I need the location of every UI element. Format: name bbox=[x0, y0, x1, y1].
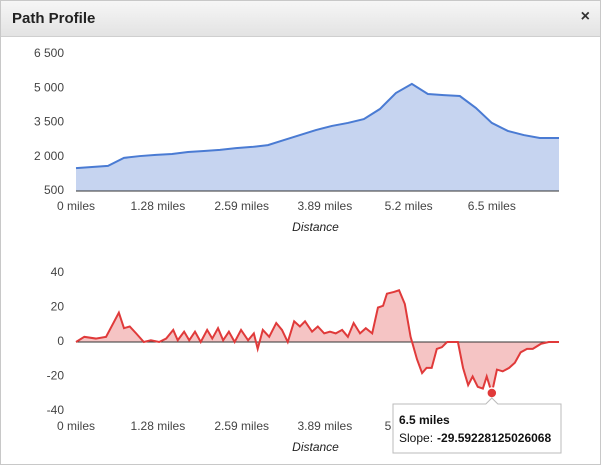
y-tick-label: 2 000 bbox=[34, 149, 64, 163]
x-axis-title: Distance bbox=[292, 440, 339, 454]
y-tick-label: -40 bbox=[47, 403, 65, 417]
x-tick-label: 1.28 miles bbox=[131, 199, 186, 213]
x-tick-label: 1.28 miles bbox=[131, 419, 186, 433]
y-tick-label: 3 500 bbox=[34, 115, 64, 129]
x-tick-label: 6.5 miles bbox=[468, 199, 516, 213]
y-tick-label: 20 bbox=[51, 300, 65, 314]
y-tick-label: 500 bbox=[44, 183, 64, 197]
x-axis-title: Distance bbox=[292, 220, 339, 234]
tooltip-title: 6.5 miles bbox=[399, 413, 450, 427]
x-tick-label: 0 miles bbox=[57, 199, 95, 213]
x-tick-label: 2.59 miles bbox=[214, 419, 269, 433]
highlight-point bbox=[486, 387, 498, 399]
y-tick-label: 0 bbox=[57, 334, 64, 348]
dialog-title: Path Profile bbox=[12, 10, 96, 27]
area-line bbox=[75, 82, 559, 170]
x-tick-label: 0 miles bbox=[57, 419, 95, 433]
dialog-header: Path Profile × bbox=[1, 1, 600, 37]
tooltip-body: Slope: -29.59228125026068 bbox=[399, 431, 551, 445]
x-tick-label: 5.2 miles bbox=[385, 199, 433, 213]
x-tick-label: 2.59 miles bbox=[214, 199, 269, 213]
y-tick-label: -20 bbox=[47, 369, 65, 383]
tooltip-box bbox=[392, 397, 562, 454]
tooltip-label: Slope: bbox=[399, 431, 433, 445]
x-tick-label: 3.89 miles bbox=[298, 419, 353, 433]
tooltip-value: -29.59228125026068 bbox=[437, 431, 551, 445]
area-fill bbox=[76, 83, 559, 191]
y-tick-label: 6 500 bbox=[34, 46, 64, 60]
x-tick-label: 3.89 miles bbox=[298, 199, 353, 213]
area-line bbox=[75, 289, 559, 397]
y-tick-label: 40 bbox=[51, 265, 65, 279]
close-button[interactable]: × bbox=[580, 8, 590, 25]
y-tick-label: 5 000 bbox=[34, 80, 64, 94]
